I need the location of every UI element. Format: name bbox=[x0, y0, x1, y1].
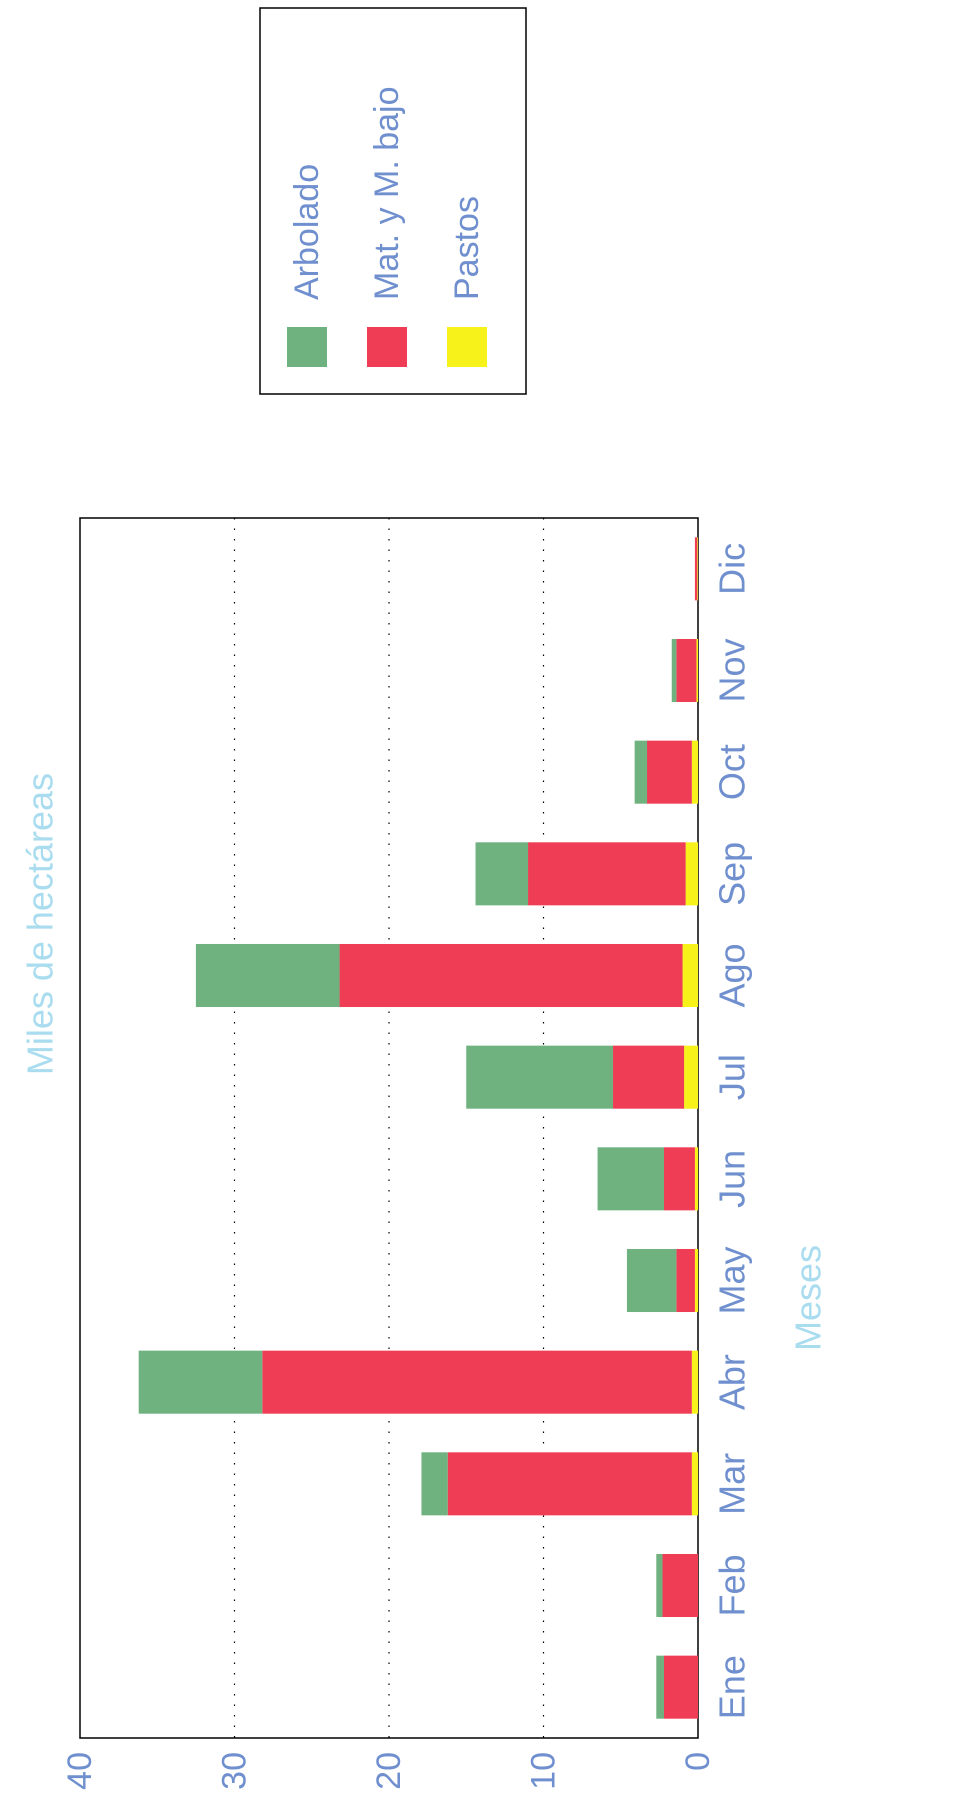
category-tick-label: Ene bbox=[712, 1655, 753, 1719]
bar-stack-nov bbox=[671, 638, 698, 703]
bar-mat-y-m-bajo-ago bbox=[339, 943, 683, 1008]
category-tick-label: Jun bbox=[712, 1150, 753, 1208]
bar-pastos-jul bbox=[684, 1045, 698, 1109]
category-tick-label: Ago bbox=[712, 943, 753, 1007]
bar-mat-y-m-bajo-jul bbox=[613, 1045, 685, 1109]
bar-arbolado-ago bbox=[195, 943, 340, 1008]
category-tick-label: Dic bbox=[712, 543, 753, 595]
bar-stack-sep bbox=[475, 842, 698, 906]
category-tick-label: Abr bbox=[712, 1354, 753, 1410]
bar-mat-y-m-bajo-ene bbox=[664, 1655, 698, 1719]
bar-arbolado-nov bbox=[671, 638, 677, 703]
bar-stack-ago bbox=[195, 943, 698, 1008]
legend: Arbolado Mat. y M. bajo Pastos bbox=[259, 7, 527, 395]
bar-pastos-jun bbox=[694, 1147, 698, 1211]
grid-lines bbox=[233, 518, 545, 1738]
bar-arbolado-jun bbox=[597, 1147, 665, 1211]
bar-pastos-abr bbox=[691, 1350, 698, 1414]
value-tick-label: 10 bbox=[525, 1752, 563, 1790]
value-tick-label: 30 bbox=[216, 1752, 254, 1790]
bar-pastos-dic bbox=[697, 537, 698, 601]
legend-label-pastos: Pastos bbox=[448, 196, 486, 300]
value-tick-labels: 0 10 20 30 40 bbox=[61, 1752, 717, 1790]
bar-stack-ene bbox=[656, 1655, 698, 1719]
category-tick-label: Nov bbox=[712, 638, 753, 702]
bar-stack-jul bbox=[466, 1045, 698, 1109]
value-tick-label: 40 bbox=[61, 1752, 99, 1790]
bar-arbolado-sep bbox=[475, 842, 529, 906]
bar-arbolado-ene bbox=[656, 1655, 665, 1719]
bar-mat-y-m-bajo-sep bbox=[528, 842, 686, 906]
bar-pastos-sep bbox=[685, 842, 698, 906]
category-tick-label: Feb bbox=[712, 1554, 753, 1616]
bar-stack-abr bbox=[138, 1350, 698, 1414]
category-tick-label: Oct bbox=[712, 744, 753, 800]
bar-arbolado-jul bbox=[466, 1045, 614, 1109]
bar-mat-y-m-bajo-jun bbox=[664, 1147, 695, 1211]
bar-mat-y-m-bajo-may bbox=[676, 1248, 695, 1313]
bar-pastos-oct bbox=[691, 740, 698, 804]
bar-pastos-nov bbox=[696, 638, 698, 703]
bar-pastos-mar bbox=[691, 1452, 698, 1516]
bar-mat-y-m-bajo-mar bbox=[447, 1452, 692, 1516]
legend-label-arbolado: Arbolado bbox=[288, 164, 326, 300]
bar-arbolado-mar bbox=[421, 1452, 448, 1516]
bar-pastos-may bbox=[694, 1248, 698, 1313]
category-tick-label: May bbox=[712, 1246, 753, 1314]
legend-swatch-arbolado bbox=[287, 327, 327, 367]
value-tick-label: 0 bbox=[679, 1752, 717, 1771]
category-tick-label: Mar bbox=[712, 1453, 753, 1515]
category-tick-label: Jul bbox=[712, 1054, 753, 1100]
bar-arbolado-feb bbox=[656, 1553, 663, 1618]
x-axis-label: Meses bbox=[788, 1245, 829, 1351]
category-tick-labels: Ene Feb Mar Abr May Jun Jul Ago Sep Oct Nov Dic bbox=[712, 543, 753, 1719]
y-axis-label: Miles de hectáreas bbox=[20, 773, 61, 1075]
bar-stack-mar bbox=[421, 1452, 698, 1516]
legend-swatch-mat-y-m-bajo bbox=[367, 327, 407, 367]
bar-stack-dic bbox=[694, 537, 698, 601]
legend-label-mat-y-m-bajo: Mat. y M. bajo bbox=[368, 86, 406, 300]
bar-stack-may bbox=[626, 1248, 698, 1313]
bar-mat-y-m-bajo-feb bbox=[662, 1553, 698, 1618]
value-tick-label: 20 bbox=[370, 1752, 408, 1790]
bar-stack-jun bbox=[597, 1147, 698, 1211]
bar-arbolado-abr bbox=[138, 1350, 263, 1414]
bar-mat-y-m-bajo-oct bbox=[647, 740, 692, 804]
plot-area bbox=[79, 517, 699, 1739]
legend-swatch-pastos bbox=[447, 327, 487, 367]
bar-mat-y-m-bajo-abr bbox=[262, 1350, 692, 1414]
bar-arbolado-oct bbox=[634, 740, 648, 804]
bar-arbolado-may bbox=[626, 1248, 677, 1313]
bar-stack-feb bbox=[656, 1553, 698, 1618]
bars bbox=[138, 537, 698, 1719]
bar-pastos-ago bbox=[682, 943, 698, 1008]
bar-mat-y-m-bajo-nov bbox=[676, 638, 697, 703]
bar-mat-y-m-bajo-dic bbox=[694, 537, 698, 601]
category-tick-label: Sep bbox=[712, 842, 753, 906]
bar-stack-oct bbox=[634, 740, 698, 804]
